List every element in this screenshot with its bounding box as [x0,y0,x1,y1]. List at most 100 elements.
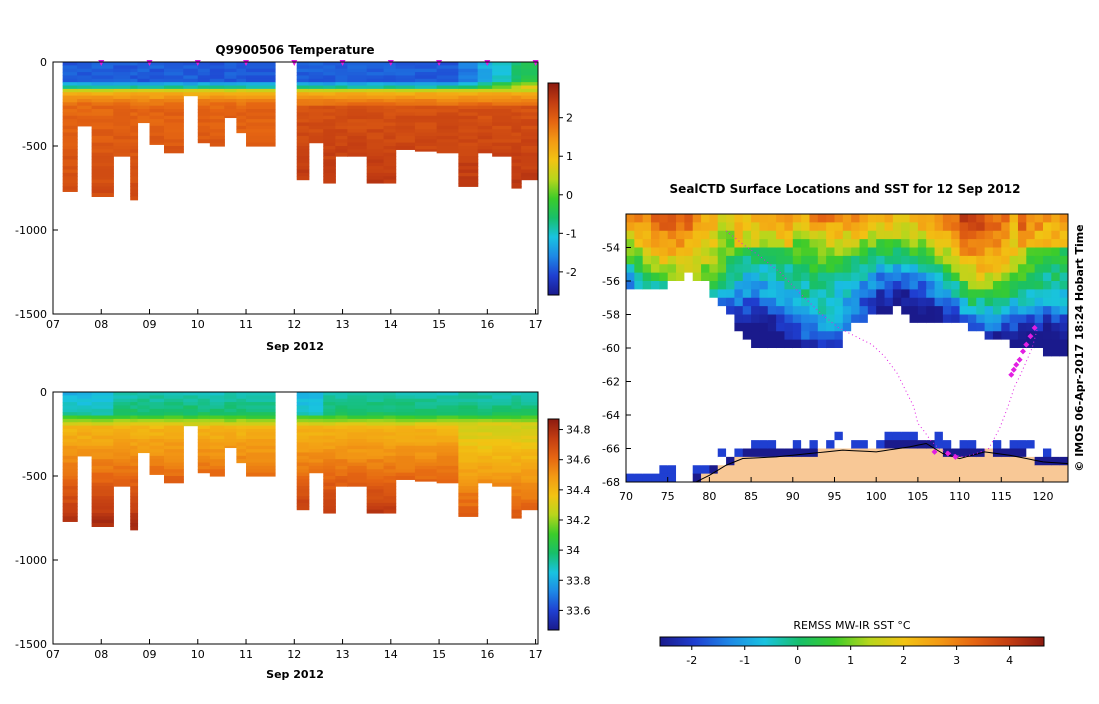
sst-cell [884,306,894,315]
section-cell [521,162,538,167]
section-cell [113,452,131,457]
section-cell [323,135,336,140]
section-cell [323,502,336,507]
sst-cell [1034,214,1044,223]
section-cell [335,109,348,113]
section-cell [383,412,397,417]
section-cell [130,392,139,396]
sst-cell [1051,389,1061,399]
sst-cell [992,423,1002,433]
sst-cell [692,247,702,257]
section-cell [511,422,522,427]
sst-cell [876,214,886,223]
section-cell [347,428,368,433]
section-cell [183,398,199,403]
section-cell [137,408,151,413]
section-cell [296,92,310,97]
sst-cell [967,473,977,482]
section-cell [383,75,397,80]
section-cell [246,72,276,77]
sst-cell [642,339,652,349]
sst-cell [934,381,944,391]
sst-cell [809,289,819,299]
section-cell [296,65,310,70]
section-cell [366,162,385,167]
sst-cell [809,473,819,482]
section-cell [137,92,151,97]
section-cell [149,129,165,134]
sst-cell [876,322,886,332]
sst-cell [701,473,710,482]
sst-cell [901,272,911,282]
section-cell [77,98,93,103]
sst-cell [734,314,744,324]
section-cell [335,78,348,83]
sst-cell [867,281,877,290]
section-cell [492,398,513,403]
section-cell [492,88,513,93]
section-cell [149,125,165,130]
section-cell [366,428,385,433]
colorbar-tick-label: 1 [566,150,573,163]
section-cell [130,449,139,454]
sst-cell [1017,272,1027,282]
section-cell [137,95,151,100]
sst-cell [992,448,1002,458]
section-cell [163,428,184,433]
sst-cell [701,322,710,332]
sst-cell [642,314,652,324]
section-cell [197,65,211,70]
sst-cell [967,331,977,341]
sst-cell [759,456,769,466]
sst-cell [634,389,644,399]
section-cell [521,462,538,467]
section-cell [511,506,522,511]
section-cell [296,506,310,511]
sst-cell [626,289,635,299]
section-cell [335,129,348,134]
section-cell [347,476,368,480]
x-tick-label: 17 [529,648,543,661]
section-cell [414,65,438,70]
sst-cell [976,306,986,315]
section-cell [209,432,225,437]
sst-cell [734,281,744,290]
section-cell [492,112,513,117]
section-cell [366,115,385,120]
section-cell [492,439,513,443]
sst-cell [776,230,785,240]
section-cell [383,146,397,150]
section-cell [395,425,416,430]
sst-cell [851,247,861,257]
sst-cell [734,465,744,475]
section-cell [209,92,225,97]
sst-cell [667,255,677,265]
sst-cell [867,247,877,257]
section-cell [414,78,438,83]
section-cell [323,479,336,484]
surface-location-marker [1008,371,1015,378]
sst-cell [1051,331,1061,341]
section-cell [511,395,522,400]
sst-cell [676,398,685,408]
section-cell [383,129,397,134]
sst-cell [992,297,1002,307]
sst-cell [734,230,744,240]
sst-cell [717,239,727,248]
sst-cell [817,222,827,232]
section-cell [308,65,324,70]
salinity-x-label: Sep 2012 [266,668,324,681]
sst-cell [976,356,986,366]
section-cell [296,415,310,420]
section-cell [395,472,416,477]
sst-cell [892,230,902,240]
sst-cell [684,406,694,416]
sst-cell [659,348,669,357]
colorbar-tick-label: 0 [566,189,573,202]
sst-cell [701,398,710,408]
sst-cell [917,322,927,332]
section-cell [395,415,416,420]
sst-cell [976,214,986,223]
section-cell [197,412,211,417]
sst-cell [759,289,769,299]
